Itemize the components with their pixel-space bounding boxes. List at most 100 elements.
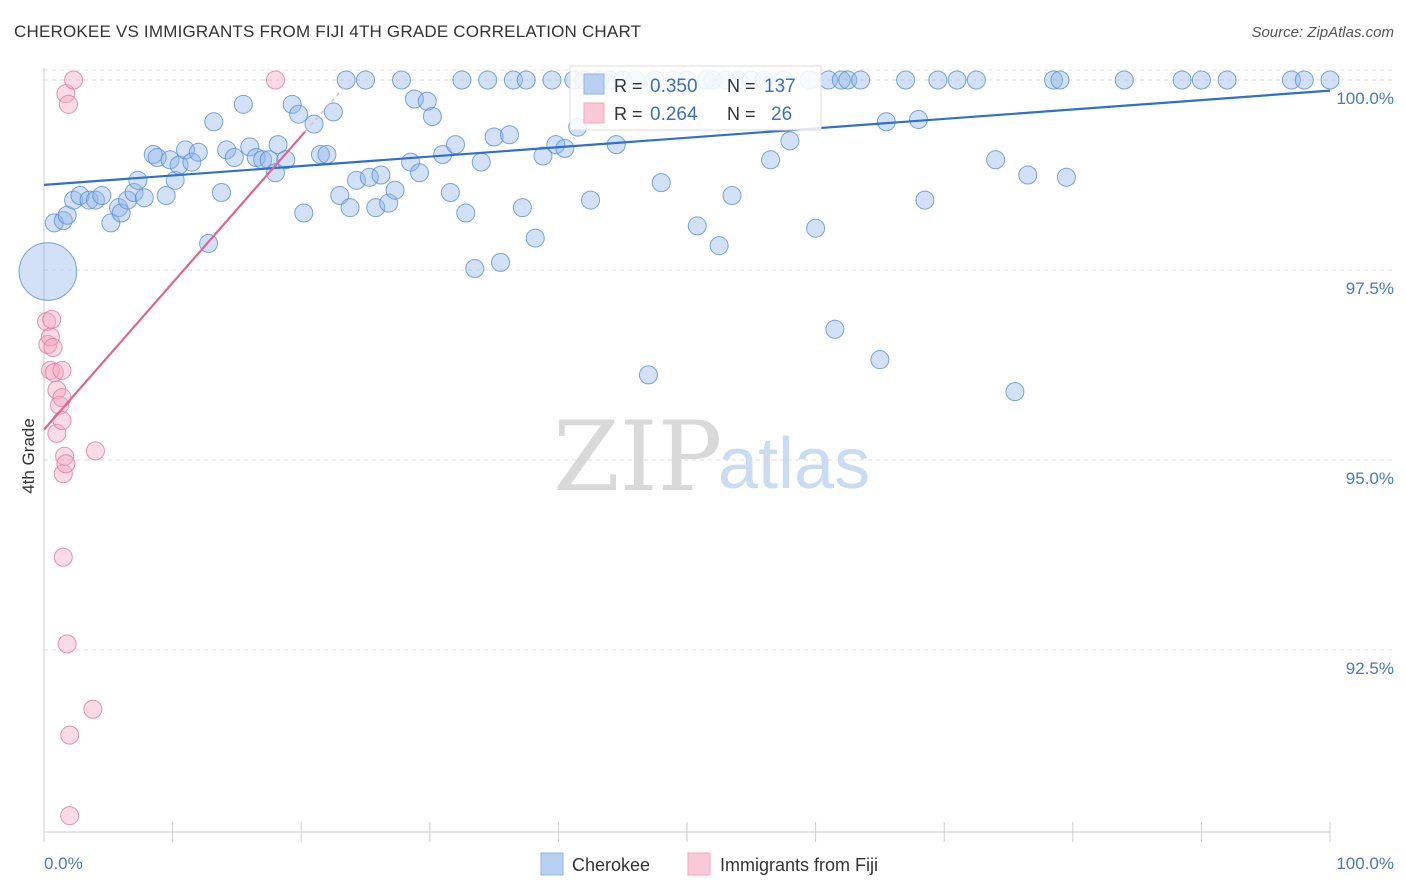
point-fiji-20 xyxy=(60,725,80,745)
point-cherokee-112 xyxy=(851,70,871,90)
point-cherokee-89 xyxy=(638,365,658,385)
point-fiji-16 xyxy=(56,454,76,474)
point-fiji-18 xyxy=(57,634,77,654)
point-fiji-1 xyxy=(38,334,58,354)
point-cherokee-97 xyxy=(709,236,729,256)
point-cherokee-60 xyxy=(422,106,442,126)
point-cherokee-107 xyxy=(806,218,826,238)
point-cherokee-105 xyxy=(780,131,800,151)
point-cherokee-26 xyxy=(204,112,224,132)
point-cherokee-45 xyxy=(330,186,350,206)
stats-n-label-fiji: N = xyxy=(727,104,756,124)
point-cherokee-118 xyxy=(928,70,948,90)
stats-swatch-cherokee xyxy=(583,73,605,95)
point-cherokee-68 xyxy=(478,70,498,90)
point-cherokee-37 xyxy=(276,150,296,170)
point-cherokee-73 xyxy=(512,198,532,218)
point-cherokee-31 xyxy=(240,137,260,157)
point-cherokee-66 xyxy=(465,258,485,278)
point-cherokee-126 xyxy=(1056,167,1076,187)
point-cherokee-122 xyxy=(1005,382,1025,402)
axes: 0.0% 100.0% 4th Grade 100.0% 97.5% 95.0% 92… xyxy=(19,68,1394,873)
legend-swatch-cherokee xyxy=(540,852,564,876)
point-cherokee-133 xyxy=(1320,70,1340,90)
point-cherokee-64 xyxy=(452,70,472,90)
y-tick-label-0: 100.0% xyxy=(1336,89,1394,108)
point-cherokee-91 xyxy=(651,173,671,193)
stats-n-value-fiji: 26 xyxy=(771,104,792,125)
x-tick-label-min: 0.0% xyxy=(44,854,83,873)
point-cherokee-125 xyxy=(1050,70,1070,90)
point-fiji-22 xyxy=(64,70,84,90)
legend-label-fiji: Immigrants from Fiji xyxy=(720,855,878,875)
stats-r-value-fiji: 0.264 xyxy=(650,104,698,125)
point-cherokee-19 xyxy=(160,150,180,170)
point-cherokee-6 xyxy=(79,190,99,210)
point-cherokee-38 xyxy=(282,94,302,114)
point-cherokee-127 xyxy=(1114,70,1134,90)
point-cherokee-40 xyxy=(294,203,314,223)
point-cherokee-24 xyxy=(188,142,208,162)
point-fiji-0 xyxy=(37,312,57,332)
point-cherokee-54 xyxy=(385,180,405,200)
point-cherokee-2 xyxy=(53,211,73,231)
point-cherokee-117 xyxy=(915,190,935,210)
point-cherokee-58 xyxy=(410,163,430,183)
point-cherokee-76 xyxy=(533,146,553,166)
point-cherokee-110 xyxy=(831,70,851,90)
point-cherokee-13 xyxy=(124,182,144,202)
stats-legend: R = 0.350 N = 137 R = 0.264 N = 26 xyxy=(569,65,822,131)
series-legend: Cherokee Immigrants from Fiji xyxy=(540,852,878,876)
point-cherokee-47 xyxy=(340,198,360,218)
watermark-zip: ZIP xyxy=(553,401,722,513)
point-cherokee-55 xyxy=(392,70,412,90)
point-cherokee-23 xyxy=(182,152,202,172)
point-cherokee-86 xyxy=(606,135,626,155)
point-cherokee-29 xyxy=(224,148,244,168)
point-fiji-8 xyxy=(47,423,67,443)
point-cherokee-115 xyxy=(896,70,916,90)
point-cherokee-46 xyxy=(336,70,356,90)
point-cherokee-0 xyxy=(18,242,78,301)
point-fiji-11 xyxy=(52,360,72,380)
point-fiji-5 xyxy=(43,338,63,358)
point-cherokee-109 xyxy=(825,319,845,339)
trend-lines xyxy=(43,87,1331,431)
point-cherokee-119 xyxy=(947,70,967,90)
point-cherokee-132 xyxy=(1294,70,1314,90)
point-fiji-10 xyxy=(52,410,72,430)
point-fiji-14 xyxy=(53,547,73,567)
point-cherokee-130 xyxy=(1217,70,1237,90)
point-cherokee-69 xyxy=(484,127,504,147)
point-cherokee-59 xyxy=(417,91,437,111)
point-cherokee-44 xyxy=(323,102,343,122)
point-fiji-24 xyxy=(85,441,105,461)
trendline-fiji xyxy=(43,130,306,431)
y-tick-label-1: 97.5% xyxy=(1346,279,1394,298)
point-fiji-4 xyxy=(42,309,62,329)
point-cherokee-77 xyxy=(542,70,562,90)
point-cherokee-123 xyxy=(1018,165,1038,185)
point-cherokee-120 xyxy=(966,70,986,90)
trendline-extension-fiji xyxy=(304,87,345,133)
stats-r-label-cherokee: R = xyxy=(614,76,643,96)
point-cherokee-94 xyxy=(687,216,707,236)
point-cherokee-74 xyxy=(516,70,536,90)
point-cherokee-12 xyxy=(118,190,138,210)
chart-title: CHEROKEE VS IMMIGRANTS FROM FIJI 4TH GRA… xyxy=(14,22,642,41)
point-cherokee-67 xyxy=(471,152,491,172)
legend-label-cherokee: Cherokee xyxy=(572,855,650,875)
point-cherokee-18 xyxy=(156,186,176,206)
y-tick-label-2: 95.0% xyxy=(1346,469,1394,488)
point-cherokee-41 xyxy=(304,114,324,134)
point-cherokee-5 xyxy=(70,186,90,206)
point-cherokee-63 xyxy=(446,135,466,155)
point-cherokee-71 xyxy=(500,125,520,145)
point-fiji-25 xyxy=(265,70,285,90)
stats-swatch-fiji xyxy=(583,102,605,124)
stats-r-value-cherokee: 0.350 xyxy=(650,76,698,97)
stats-legend-box xyxy=(569,65,822,131)
point-cherokee-27 xyxy=(211,182,231,202)
point-cherokee-42 xyxy=(310,144,330,164)
